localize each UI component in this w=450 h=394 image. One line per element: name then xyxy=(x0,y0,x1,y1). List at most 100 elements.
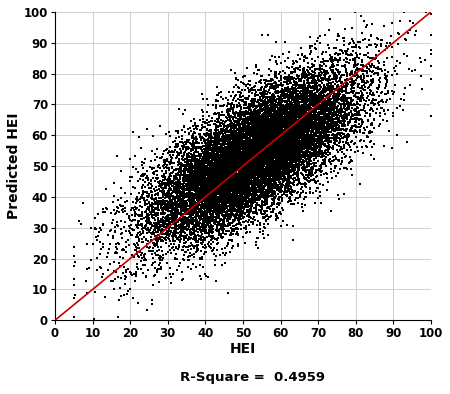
Point xyxy=(259,132,266,139)
Point xyxy=(188,219,195,226)
Point xyxy=(296,84,303,90)
Point xyxy=(272,152,279,158)
Point xyxy=(204,154,211,160)
Point xyxy=(251,144,258,151)
Point xyxy=(150,231,158,237)
Point xyxy=(198,146,205,152)
Point xyxy=(225,177,232,183)
Point xyxy=(259,163,266,169)
Point xyxy=(272,109,279,115)
Point xyxy=(248,96,256,102)
Point xyxy=(269,200,276,206)
Point xyxy=(162,214,170,220)
Point xyxy=(175,219,182,225)
Point xyxy=(211,196,218,202)
Point xyxy=(195,222,203,228)
Point xyxy=(241,218,248,225)
Point xyxy=(218,203,225,210)
Point xyxy=(267,106,274,112)
Point xyxy=(329,67,336,73)
Point xyxy=(293,108,301,114)
Point xyxy=(243,159,251,165)
Point xyxy=(261,182,268,189)
Point xyxy=(304,106,311,112)
Point xyxy=(288,110,295,116)
Point xyxy=(369,20,376,27)
Point xyxy=(228,163,235,169)
Point xyxy=(287,156,294,163)
Point xyxy=(111,224,118,230)
Point xyxy=(248,191,255,198)
Point xyxy=(317,84,324,90)
Point xyxy=(306,84,313,90)
Point xyxy=(249,144,256,150)
Point xyxy=(317,91,324,97)
Point xyxy=(189,206,197,213)
Point xyxy=(257,142,264,149)
Point xyxy=(204,163,211,169)
Point xyxy=(246,207,253,214)
Point xyxy=(216,112,223,119)
Point xyxy=(180,157,187,163)
Point xyxy=(265,172,272,178)
Point xyxy=(148,214,156,220)
Point xyxy=(244,190,251,196)
Point xyxy=(202,217,210,223)
Point xyxy=(306,122,314,128)
Point xyxy=(229,153,236,159)
Point xyxy=(292,114,300,120)
Point xyxy=(222,173,229,179)
Point xyxy=(286,139,293,145)
Point xyxy=(215,147,222,153)
Point xyxy=(122,276,129,282)
Point xyxy=(133,261,140,267)
Point xyxy=(199,182,207,189)
Point xyxy=(234,77,241,83)
Point xyxy=(262,175,269,181)
Point xyxy=(236,125,243,132)
Point xyxy=(219,165,226,171)
Point xyxy=(288,108,295,114)
Point xyxy=(220,179,227,186)
Point xyxy=(322,138,329,145)
Point xyxy=(333,125,340,131)
Point xyxy=(286,125,293,131)
Point xyxy=(270,142,278,148)
Point xyxy=(296,162,303,168)
Point xyxy=(302,141,310,147)
Point xyxy=(292,106,299,112)
Point xyxy=(277,125,284,131)
Point xyxy=(278,98,285,104)
Point xyxy=(186,125,193,131)
Point xyxy=(217,178,225,184)
Point xyxy=(252,168,260,174)
Point xyxy=(261,163,268,169)
Point xyxy=(272,82,279,88)
Point xyxy=(211,169,218,176)
Point xyxy=(248,125,255,131)
Point xyxy=(225,114,233,120)
Point xyxy=(176,156,183,162)
Point xyxy=(195,195,203,201)
Point xyxy=(179,156,186,162)
Point xyxy=(319,125,326,132)
Point xyxy=(299,137,306,143)
Point xyxy=(210,162,217,169)
Point xyxy=(278,106,285,112)
Point xyxy=(163,180,170,186)
Point xyxy=(324,143,331,150)
Point xyxy=(244,81,251,87)
Point xyxy=(306,170,314,177)
Point xyxy=(258,90,265,97)
Point xyxy=(351,73,358,79)
Point xyxy=(269,94,276,100)
Point xyxy=(141,160,148,167)
Point xyxy=(283,127,290,133)
Point xyxy=(229,160,236,167)
Point xyxy=(343,101,350,107)
Point xyxy=(296,77,303,84)
Point xyxy=(162,191,169,197)
Point xyxy=(247,127,254,134)
Point xyxy=(297,143,304,149)
Point xyxy=(232,142,239,148)
